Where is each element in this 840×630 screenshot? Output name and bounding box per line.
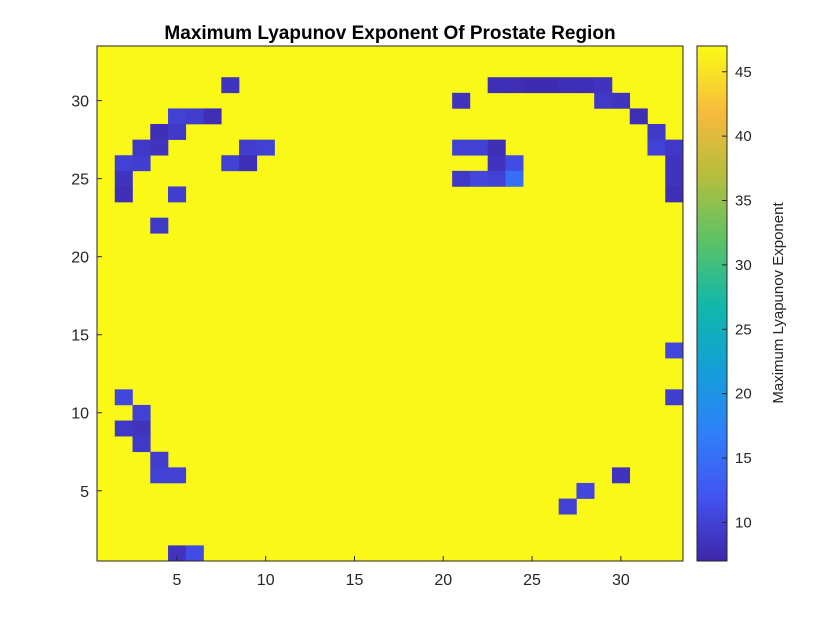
y-axis: 5 10 15 20 25 30 bbox=[71, 94, 102, 501]
heatmap-cell bbox=[221, 155, 240, 172]
colorbar-tick-label: 45 bbox=[735, 64, 752, 81]
heatmap-cell bbox=[629, 108, 648, 125]
heatmap-cell bbox=[558, 77, 577, 94]
plot-frame bbox=[96, 45, 684, 562]
heatmap-cell bbox=[647, 139, 666, 156]
colorbar-tick-label: 10 bbox=[735, 514, 752, 531]
heatmap-cell bbox=[665, 389, 684, 406]
heatmap-cells bbox=[97, 46, 684, 562]
colorbar-tick-label: 30 bbox=[735, 257, 752, 274]
heatmap-cell bbox=[185, 108, 204, 125]
y-tick-label: 20 bbox=[71, 250, 89, 267]
heatmap-cell bbox=[168, 124, 187, 140]
colorbar-ticks: 10 15 20 25 30 35 40 45 bbox=[722, 64, 752, 531]
heatmap-cell bbox=[665, 170, 684, 187]
heatmap-cell bbox=[114, 155, 133, 172]
heatmap-cell bbox=[221, 77, 240, 94]
heatmap-cell bbox=[185, 545, 204, 562]
heatmap-cell bbox=[132, 139, 151, 156]
heatmap-cell bbox=[256, 139, 275, 156]
heatmap-cell bbox=[239, 155, 258, 172]
heatmap-cell bbox=[239, 139, 258, 156]
heatmap-cell bbox=[150, 467, 169, 484]
heatmap-cell bbox=[114, 420, 133, 437]
heatmap-cell bbox=[168, 108, 187, 125]
heatmap-cell bbox=[469, 170, 488, 187]
heatmap-cell bbox=[132, 420, 151, 437]
heatmap-cell bbox=[469, 139, 488, 156]
heatmap-cell bbox=[114, 389, 133, 406]
colorbar bbox=[696, 45, 728, 562]
x-axis: 5 10 15 20 25 30 bbox=[172, 556, 630, 589]
heatmap-cell bbox=[203, 108, 222, 125]
colorbar-tick-label: 25 bbox=[735, 321, 752, 338]
heatmap-cell bbox=[665, 186, 684, 203]
colorbar-tick-label: 35 bbox=[735, 193, 752, 210]
heatmap-cell bbox=[452, 170, 471, 187]
heatmap-cell bbox=[505, 77, 524, 94]
heatmap-cell bbox=[665, 139, 684, 156]
heatmap-cell bbox=[665, 155, 684, 172]
colorbar-tick-label: 15 bbox=[735, 450, 752, 467]
heatmap-cell bbox=[523, 77, 542, 94]
heatmap-cell bbox=[594, 92, 613, 109]
heatmap-cell bbox=[576, 482, 595, 499]
heatmap-cell bbox=[132, 404, 151, 421]
x-tick-label: 30 bbox=[612, 572, 630, 589]
x-tick-label: 25 bbox=[523, 572, 541, 589]
heatmap-cell bbox=[487, 77, 506, 94]
heatmap-cell bbox=[594, 77, 613, 94]
heatmap-cell bbox=[611, 92, 631, 109]
heatmap-cell bbox=[150, 217, 169, 234]
heatmap-cell bbox=[487, 139, 506, 156]
heatmap-cell bbox=[576, 77, 595, 94]
x-tick-label: 5 bbox=[172, 572, 181, 589]
heatmap-cell bbox=[150, 451, 169, 468]
heatmap-cell bbox=[505, 170, 524, 187]
heatmap-background bbox=[97, 46, 683, 561]
heatmap-cell bbox=[114, 186, 133, 203]
y-tick-label: 15 bbox=[71, 328, 89, 345]
heatmap-cell bbox=[168, 545, 187, 562]
heatmap-cell bbox=[452, 139, 471, 156]
heatmap-cell bbox=[132, 155, 151, 172]
chart-title: Maximum Lyapunov Exponent Of Prostate Re… bbox=[164, 23, 615, 44]
heatmap-cell bbox=[150, 139, 169, 156]
heatmap-cell bbox=[540, 77, 559, 94]
heatmap-cell bbox=[452, 92, 471, 109]
heatmap-cell bbox=[168, 186, 187, 203]
y-tick-label: 5 bbox=[80, 484, 89, 501]
heatmap-cell bbox=[168, 467, 187, 484]
heatmap-cell bbox=[647, 124, 666, 140]
heatmap-cell bbox=[611, 467, 631, 484]
colorbar-tick-label: 20 bbox=[735, 386, 752, 403]
y-tick-label: 10 bbox=[71, 406, 89, 423]
heatmap-cell bbox=[150, 124, 169, 140]
y-tick-label: 25 bbox=[71, 172, 89, 189]
x-tick-label: 15 bbox=[346, 572, 364, 589]
heatmap-cell bbox=[487, 170, 506, 187]
heatmap-cell bbox=[132, 436, 151, 453]
x-tick-label: 20 bbox=[434, 572, 452, 589]
heatmap-cell bbox=[487, 155, 506, 172]
heatmap-cell bbox=[558, 498, 577, 515]
heatmap-cell bbox=[665, 342, 684, 359]
colorbar-tick-label: 40 bbox=[735, 128, 752, 145]
heatmap-cell bbox=[114, 170, 133, 187]
colorbar-label: Maximum Lyapunov Exponent bbox=[770, 202, 787, 404]
x-tick-label: 10 bbox=[257, 572, 275, 589]
heatmap-cell bbox=[505, 155, 524, 172]
y-tick-label: 30 bbox=[71, 94, 89, 111]
